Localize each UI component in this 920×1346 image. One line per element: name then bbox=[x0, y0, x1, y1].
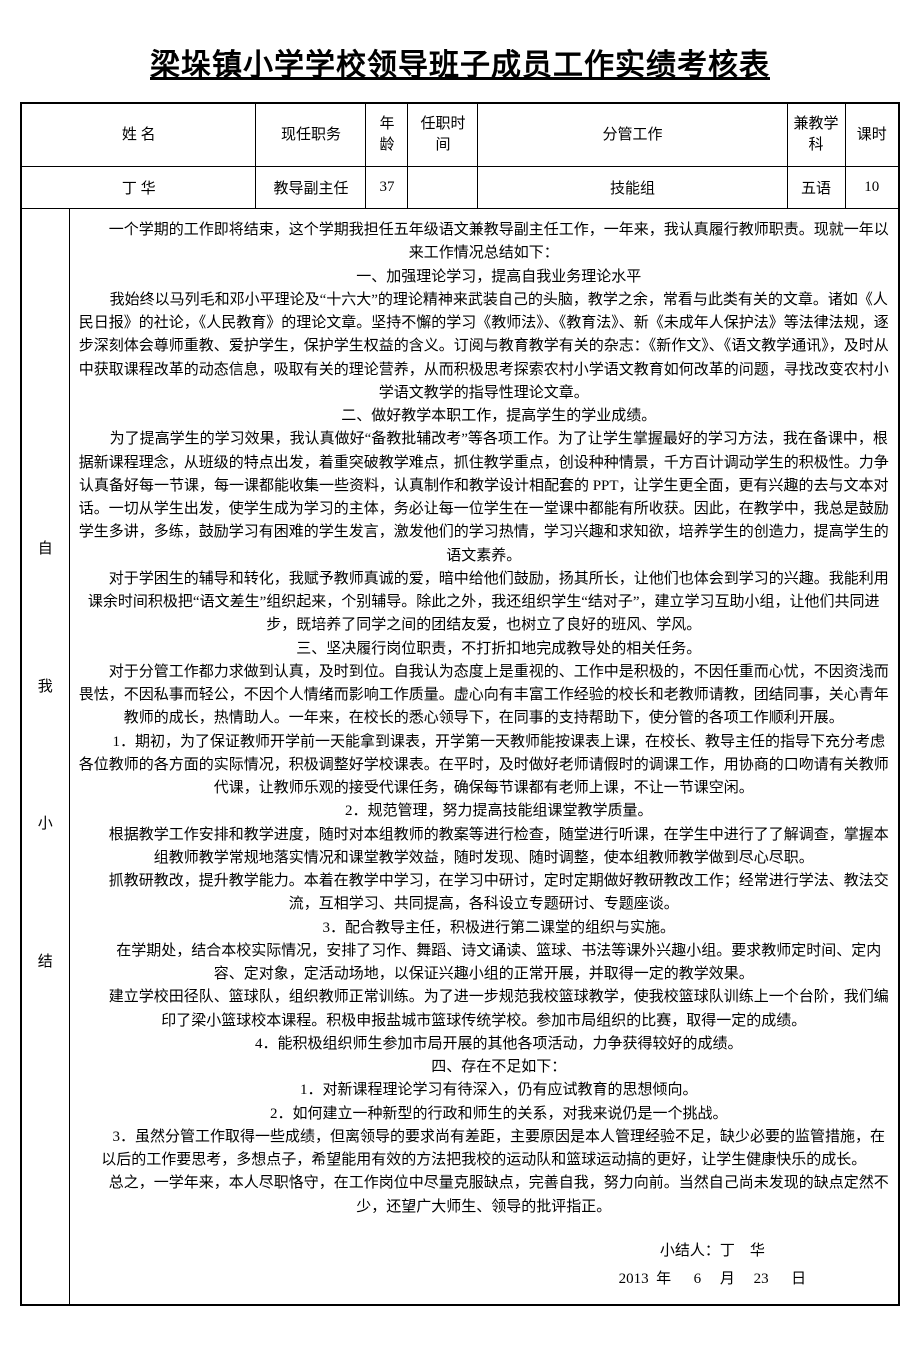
val-name: 丁 华 bbox=[21, 167, 256, 209]
body-row: 自 我 小 结 一个学期的工作即将结束，这个学期我担任五年级语文兼教导副主任工作… bbox=[21, 209, 899, 1305]
p-7: 抓教研教改，提升教学能力。本着在教学中学习，在学习中研讨，定时定期做好教研教改工… bbox=[76, 870, 893, 917]
item-2: 2．规范管理，努力提高技能组课堂教学质量。 bbox=[76, 800, 893, 823]
def-3: 3．虽然分管工作取得一些成绩，但离领导的要求尚有差距，主要原因是本人管理经验不足… bbox=[76, 1126, 893, 1173]
document-title: 梁垛镇小学学校领导班子成员工作实绩考核表 bbox=[20, 40, 900, 84]
p-8: 在学期处，结合本校实际情况，安排了习作、舞蹈、诗文诵读、篮球、书法等课外兴趣小组… bbox=[76, 940, 893, 987]
def-1: 1．对新课程理论学习有待深入，仍有应试教育的思想倾向。 bbox=[76, 1079, 893, 1102]
assessment-table: 姓 名 现任职务 年龄 任职时间 分管工作 兼教学科 课时 丁 华 教导副主任 … bbox=[20, 102, 900, 1306]
hdr-subject: 兼教学科 bbox=[787, 103, 845, 167]
sig-label: 小结人： bbox=[660, 1243, 720, 1259]
hdr-position: 现任职务 bbox=[256, 103, 366, 167]
sig-name: 丁 华 bbox=[720, 1243, 765, 1259]
sidebar-label: 自 我 小 结 bbox=[21, 209, 69, 1305]
p-intro: 一个学期的工作即将结束，这个学期我担任五年级语文兼教导副主任工作，一年来，我认真… bbox=[76, 219, 893, 266]
sidebar-c1: 自 bbox=[38, 516, 53, 584]
p-9: 建立学校田径队、篮球队，组织教师正常训练。为了进一步规范我校篮球教学，使我校篮球… bbox=[76, 986, 893, 1033]
hdr-name: 姓 名 bbox=[21, 103, 256, 167]
p-4: 对于学困生的辅导和转化，我赋予教师真诚的爱，暗中给他们鼓励，扬其所长，让他们也体… bbox=[76, 568, 893, 638]
val-position: 教导副主任 bbox=[256, 167, 366, 209]
page-root: 梁垛镇小学学校领导班子成员工作实绩考核表 姓 名 现任职务 年龄 任职时间 分管… bbox=[20, 40, 900, 1306]
sec-3: 三、坚决履行岗位职责，不打折扣地完成教导处的相关任务。 bbox=[76, 638, 893, 661]
signature-block: 小结人：丁 华 2013 年 6 月 23 日 bbox=[76, 1237, 893, 1294]
val-hours: 10 bbox=[845, 167, 899, 209]
sidebar-c4: 结 bbox=[38, 929, 53, 997]
val-duty: 技能组 bbox=[478, 167, 787, 209]
sidebar-label-inner: 自 我 小 结 bbox=[28, 421, 63, 1091]
sec-4: 四、存在不足如下： bbox=[76, 1056, 893, 1079]
item-3: 3．配合教导主任，积极进行第二课堂的组织与实施。 bbox=[76, 917, 893, 940]
p-6: 根据教学工作安排和教学进度，随时对本组教师的教案等进行检查，随堂进行听课，在学生… bbox=[76, 824, 893, 871]
sidebar-c3: 小 bbox=[38, 791, 53, 859]
item-4: 4．能积极组织师生参加市局开展的其他各项活动，力争获得较好的成绩。 bbox=[76, 1033, 893, 1056]
hdr-hours: 课时 bbox=[845, 103, 899, 167]
p-3: 为了提高学生的学习效果，我认真做好“备教批辅改考”等各项工作。为了让学生掌握最好… bbox=[76, 428, 893, 568]
val-tenure bbox=[408, 167, 478, 209]
sidebar-c2: 我 bbox=[38, 654, 53, 722]
signature-who: 小结人：丁 华 bbox=[533, 1237, 892, 1266]
sec-1: 一、加强理论学习，提高自我业务理论水平 bbox=[76, 266, 893, 289]
hdr-tenure: 任职时间 bbox=[408, 103, 478, 167]
p-10: 总之，一学年来，本人尽职恪守，在工作岗位中尽量克服缺点，完善自我，努力向前。当然… bbox=[76, 1172, 893, 1219]
hdr-age: 年龄 bbox=[366, 103, 408, 167]
val-age: 37 bbox=[366, 167, 408, 209]
summary-body: 一个学期的工作即将结束，这个学期我担任五年级语文兼教导副主任工作，一年来，我认真… bbox=[69, 209, 899, 1305]
item-1: 1．期初，为了保证教师开学前一天能拿到课表，开学第一天教师能按课表上课，在校长、… bbox=[76, 731, 893, 801]
p-5: 对于分管工作都力求做到认真，及时到位。自我认为态度上是重视的、工作中是积极的，不… bbox=[76, 661, 893, 731]
hdr-duty: 分管工作 bbox=[478, 103, 787, 167]
sec-2: 二、做好教学本职工作，提高学生的学业成绩。 bbox=[76, 405, 893, 428]
p-2: 我始终以马列毛和邓小平理论及“十六大”的理论精神来武装自己的头脑，教学之余，常看… bbox=[76, 289, 893, 405]
val-subject: 五语 bbox=[787, 167, 845, 209]
def-2: 2．如何建立一种新型的行政和师生的关系，对我来说仍是一个挑战。 bbox=[76, 1103, 893, 1126]
signature-date: 2013 年 6 月 23 日 bbox=[533, 1265, 892, 1294]
info-row: 丁 华 教导副主任 37 技能组 五语 10 bbox=[21, 167, 899, 209]
header-row: 姓 名 现任职务 年龄 任职时间 分管工作 兼教学科 课时 bbox=[21, 103, 899, 167]
